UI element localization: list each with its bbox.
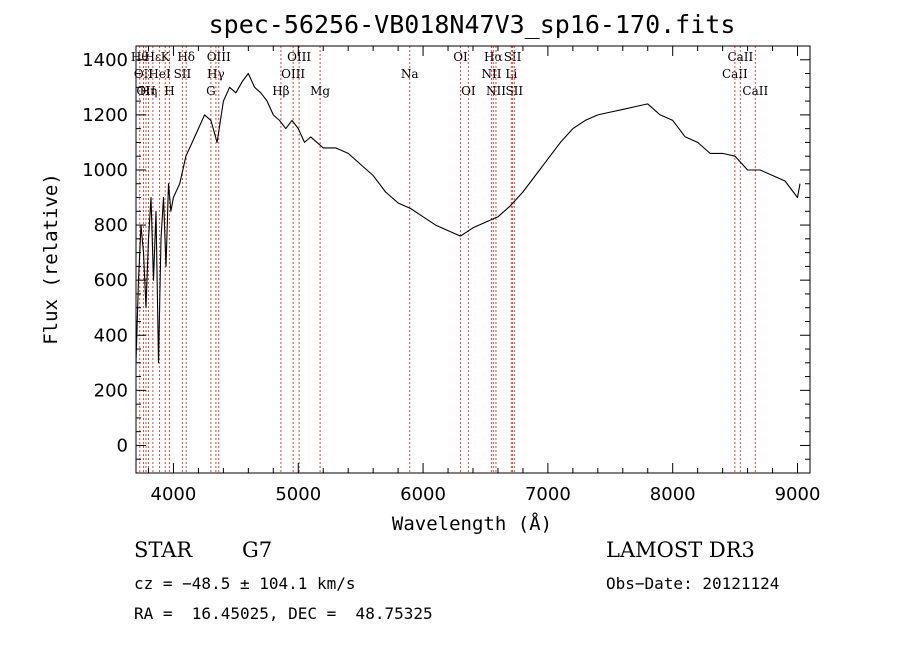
spectral-line-markers: HθOIIOIIHηHεHeIKHSIIHδGHγOIIIHβOIIIOIIIM… [131,46,768,473]
y-tick-label: 400 [94,325,128,346]
line-marker-label: OII [136,84,156,98]
line-marker-label: Hα [484,50,503,64]
y-tick-label: 1200 [82,105,128,126]
line-marker-label: K [161,50,171,64]
spectrum-line [135,72,801,364]
subclass: G7 [242,538,273,562]
x-tick-label: 7000 [525,484,571,505]
line-marker-label: OI [453,50,468,64]
x-axis-label: Wavelength (Å) [392,512,552,535]
line-marker-label: Hθ [131,50,149,64]
x-tick-label: 4000 [151,484,197,505]
line-marker-label: Hδ [177,50,195,64]
line-marker-label: CaII [727,50,753,64]
line-marker-label: OIII [287,50,311,64]
line-marker-label: Hη [140,84,158,98]
object-class: STAR [134,538,193,562]
line-marker-label: Li [505,67,517,81]
y-tick-label: 600 [94,270,128,291]
line-marker-label: OIII [281,67,305,81]
redshift-velocity: cz = −48.5 ± 104.1 km/s [134,574,356,593]
line-marker-label: CaII [742,84,768,98]
line-marker-label: CaII [722,67,748,81]
y-tick-label: 1400 [82,50,128,71]
spectrum-series [135,72,801,364]
x-tick-label: 5000 [275,484,321,505]
observation-date: Obs−Date: 20121124 [606,574,780,593]
y-tick-label: 800 [94,215,128,236]
line-marker-label: Hγ [207,67,225,81]
line-marker-label: NII [486,84,506,98]
line-marker-label: SII [504,50,522,64]
y-tick-label: 0 [117,435,128,456]
survey-name: LAMOST DR3 [606,538,755,562]
y-tick-label: 200 [94,380,128,401]
line-marker-label: SII [174,67,192,81]
y-tick-label: 1000 [82,160,128,181]
chart-title: spec-56256-VB018N47V3_sp16-170.fits [209,10,736,39]
line-marker-label: HeI [148,67,171,81]
line-marker-label: OI [461,84,476,98]
line-marker-label: Hβ [272,84,289,98]
x-tick-label: 8000 [650,484,696,505]
line-marker-label: OIII [207,50,231,64]
line-marker-label: G [206,84,216,98]
x-axis: 4000 5000 6000 7000 8000 9000 [147,46,821,505]
coordinates: RA = 16.45025, DEC = 48.75325 [134,604,433,623]
plot-frame [135,45,811,474]
y-axis: 0 200 400 600 800 1000 1200 1400 [82,50,810,474]
line-marker-label: Na [401,67,419,81]
line-marker-label: Mg [310,84,330,98]
line-marker-label: SII [505,84,523,98]
line-marker-label: Hε [145,50,162,64]
line-marker-label: H [164,84,174,98]
line-marker-label: NII [481,67,501,81]
x-tick-label: 6000 [400,484,446,505]
x-tick-label: 9000 [775,484,821,505]
y-axis-label: Flux (relative) [40,173,62,345]
